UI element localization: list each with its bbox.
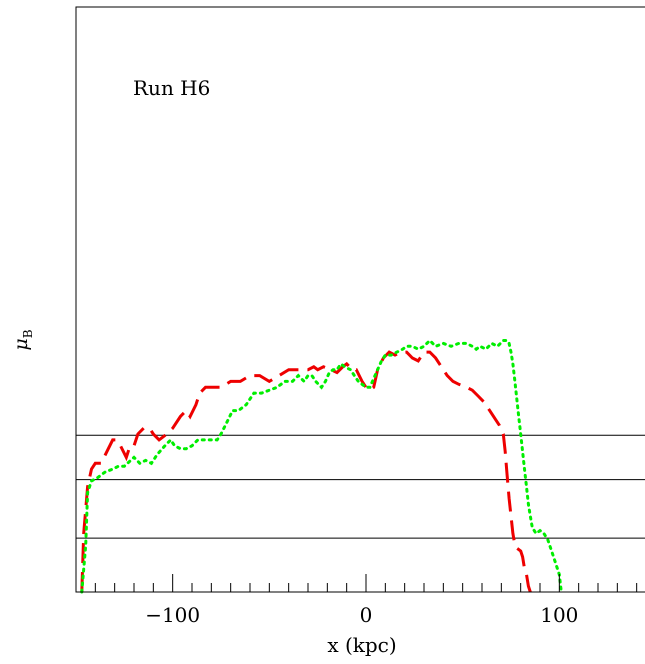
x-ticks (75, 574, 638, 592)
y-axis-label-main: μ (10, 338, 32, 350)
y-axis-label: μB (10, 329, 35, 350)
series-line-red (80, 350, 532, 593)
x-axis-label: x (kpc) (327, 633, 396, 657)
x-tick-label: 0 (360, 603, 373, 627)
svg-text:μB: μB (10, 329, 35, 350)
series-group (80, 338, 563, 594)
x-tick-label: −100 (145, 603, 200, 627)
x-tick-labels: −100 0 100 (145, 603, 578, 627)
run-annotation: Run H6 (133, 76, 210, 100)
x-tick-label: 100 (540, 603, 578, 627)
horizontal-level-lines (76, 434, 645, 539)
series-line-green (80, 338, 563, 594)
y-axis-label-sub: B (21, 329, 35, 338)
